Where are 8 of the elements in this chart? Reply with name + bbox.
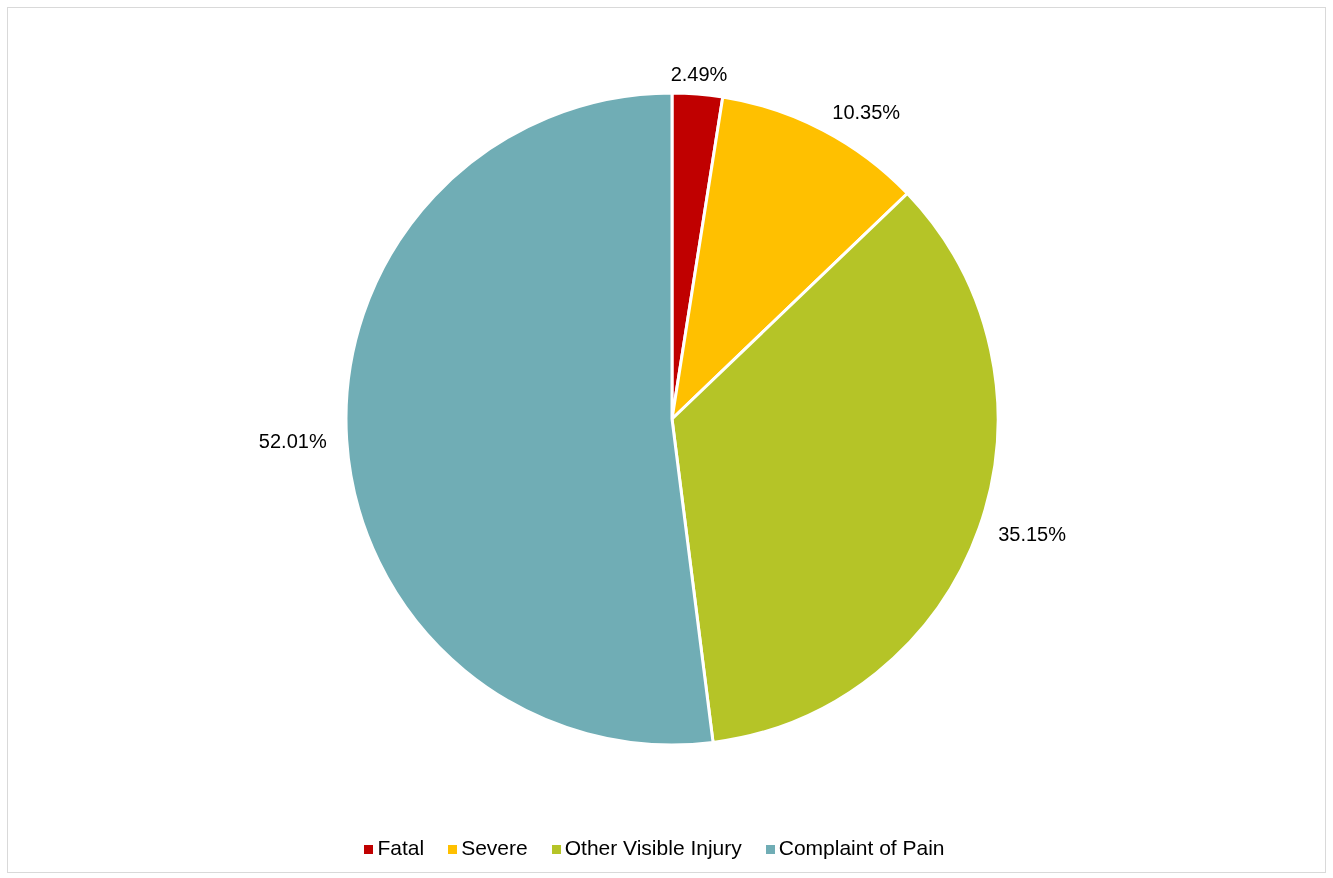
legend-label: Complaint of Pain (778, 836, 945, 859)
data-label: 52.01% (258, 429, 327, 452)
data-label: 2.49% (670, 63, 728, 86)
legend-label: Severe (461, 836, 528, 859)
data-label: 10.35% (832, 101, 901, 124)
data-label: 35.15% (998, 523, 1067, 546)
legend-label: Other Visible Injury (564, 836, 742, 859)
legend-label: Fatal (377, 836, 425, 859)
